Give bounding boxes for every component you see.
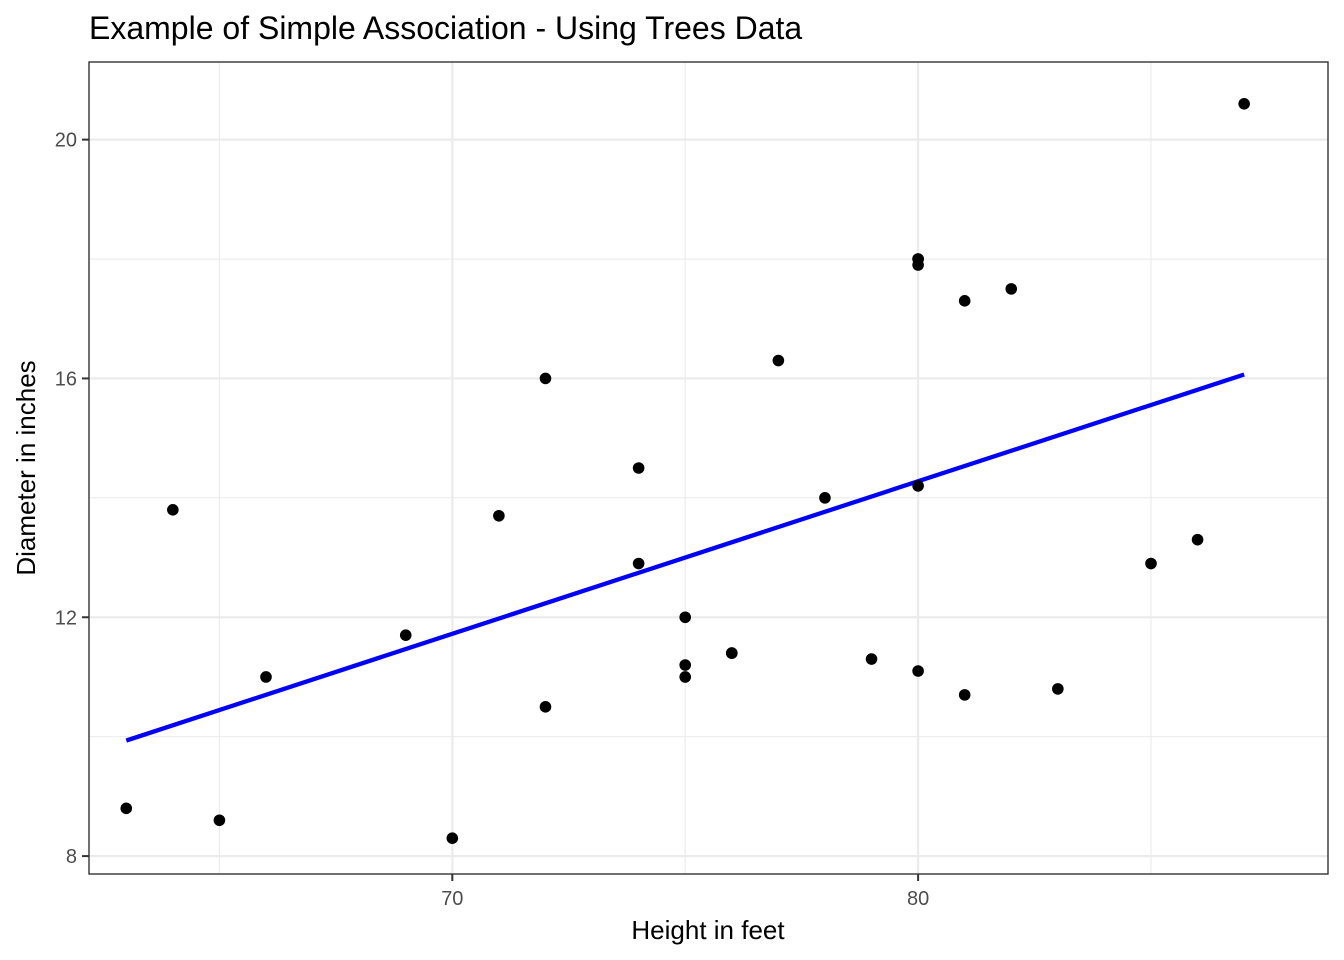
major-gridlines xyxy=(89,62,1328,874)
y-tick-label: 12 xyxy=(55,607,77,629)
data-point xyxy=(1005,283,1018,295)
regression-line xyxy=(125,372,1245,743)
data-point xyxy=(539,701,552,713)
data-point xyxy=(958,689,971,701)
data-point xyxy=(213,814,226,827)
y-axis-ticks: 8 12 16 20 xyxy=(55,130,89,868)
data-point xyxy=(725,647,738,659)
y-tick-label: 8 xyxy=(66,846,77,868)
data-point xyxy=(912,253,924,265)
data-point xyxy=(912,480,924,492)
x-tick-label: 80 xyxy=(907,888,929,910)
data-point xyxy=(679,659,692,671)
chart-title: Example of Simple Association - Using Tr… xyxy=(89,10,802,46)
y-tick-label: 16 xyxy=(55,368,77,390)
y-axis-title: Diameter in inches xyxy=(11,360,41,575)
data-points xyxy=(120,97,1250,844)
x-tick-label: 70 xyxy=(441,888,463,910)
data-point xyxy=(865,653,878,665)
data-point xyxy=(1052,683,1064,695)
data-point xyxy=(958,295,971,307)
regression-line-layer xyxy=(125,372,1245,743)
panel-border xyxy=(88,61,1329,875)
data-point xyxy=(260,671,272,683)
data-point xyxy=(819,492,831,504)
data-point xyxy=(1191,533,1204,546)
data-point xyxy=(167,503,179,516)
data-point xyxy=(912,665,924,677)
data-point xyxy=(772,354,785,367)
data-point xyxy=(1145,557,1157,570)
data-point xyxy=(446,832,459,844)
x-axis-ticks: 70 80 xyxy=(441,874,929,910)
x-axis-title: Height in feet xyxy=(631,915,785,945)
data-point xyxy=(632,557,645,570)
data-point xyxy=(539,372,552,385)
y-tick-label: 20 xyxy=(55,130,77,152)
minor-gridlines xyxy=(89,62,1328,874)
data-point xyxy=(1238,97,1250,110)
data-point xyxy=(632,462,645,474)
data-point xyxy=(399,629,412,641)
data-point xyxy=(679,671,692,683)
data-point xyxy=(679,611,692,624)
data-point xyxy=(493,509,505,522)
data-point xyxy=(120,802,133,815)
